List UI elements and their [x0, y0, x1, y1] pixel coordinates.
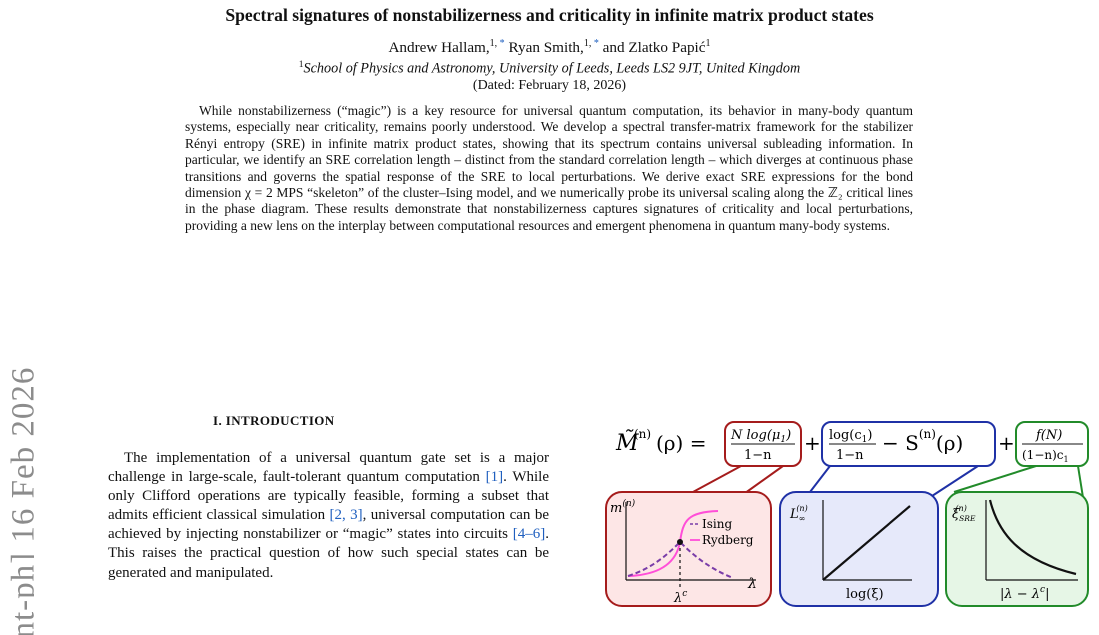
svg-text:L∞(n): L∞(n): [789, 504, 808, 523]
svg-text:(1−n)c1: (1−n)c1: [1022, 448, 1069, 464]
svg-text:1−n: 1−n: [836, 448, 864, 463]
svg-text:− S(n)(ρ): − S(n)(ρ): [882, 427, 963, 455]
arxiv-stamp: nt-ph] 16 Feb 2026: [0, 300, 35, 635]
panel-magic-density: Ising Rydberg m(n) λ λc: [605, 491, 772, 607]
linear-fit-line: [822, 505, 911, 581]
author-name: Andrew Hallam,: [388, 39, 490, 57]
svg-text:log(ξ): log(ξ): [846, 587, 884, 602]
abstract: While nonstabilizerness (“magic”) is a k…: [185, 103, 913, 233]
divergence-curve: [988, 499, 1077, 576]
date-line: (Dated: February 18, 2026): [472, 78, 627, 93]
citation-link[interactable]: [4–6]: [512, 526, 546, 543]
equation-lhs: M̃: [615, 430, 639, 456]
svg-text:f(N): f(N): [1035, 428, 1062, 443]
term2-box: [821, 421, 996, 467]
ising-curve: [627, 540, 734, 579]
citation-link[interactable]: [1]: [485, 469, 504, 486]
arxiv-stamp-text: nt-ph] 16 Feb 2026: [5, 366, 35, 635]
figure-1: M̃ (n) (ρ) = N log(μ1) 1−n + log(c1) 1−n…: [605, 421, 1089, 607]
equation: M̃ (n) (ρ) = N log(μ1) 1−n + log(c1) 1−n…: [615, 421, 1089, 467]
legend-rydberg: Rydberg: [702, 533, 754, 547]
affiliation: 1School of Physics and Astronomy, Univer…: [298, 60, 801, 77]
term3-box: [1015, 421, 1089, 467]
svg-text:m(n): m(n): [610, 498, 636, 516]
svg-text:λc: λc: [673, 589, 687, 606]
author-name: and Zlatko Papić: [598, 39, 706, 57]
svg-text:1−n: 1−n: [744, 448, 772, 463]
author-name: Ryan Smith,: [504, 39, 584, 57]
paper-title: Spectral signatures of nonstabilizerness…: [225, 5, 874, 25]
svg-text:log(c1): log(c1): [829, 428, 872, 445]
svg-text:(ρ) =: (ρ) =: [656, 431, 706, 455]
citation-link[interactable]: [2, 3]: [329, 507, 363, 524]
svg-text:|λ − λc|: |λ − λc|: [1000, 585, 1049, 602]
svg-text:+: +: [998, 431, 1015, 455]
svg-text:+: +: [804, 431, 821, 455]
svg-text:λ: λ: [747, 576, 757, 592]
corresponding-mark[interactable]: *: [593, 38, 599, 49]
term1-box: [724, 421, 802, 467]
svg-text:ξSRE(n): ξSRE(n): [952, 504, 976, 523]
legend-ising: Ising: [702, 517, 732, 531]
svg-text:(n): (n): [634, 427, 651, 441]
section-heading: I. INTRODUCTION: [213, 413, 335, 428]
author-list: Andrew Hallam,1, * Ryan Smith,1, * and Z…: [388, 38, 711, 57]
panel-sre-divergence: ξSRE(n) |λ − λc|: [945, 491, 1089, 607]
corresponding-mark[interactable]: *: [499, 38, 505, 49]
intro-paragraph: The implementation of a universal quantu…: [108, 450, 549, 581]
svg-text:N log(μ1): N log(μ1): [730, 428, 791, 445]
panel-sre-length: L∞(n) log(ξ): [779, 491, 939, 607]
